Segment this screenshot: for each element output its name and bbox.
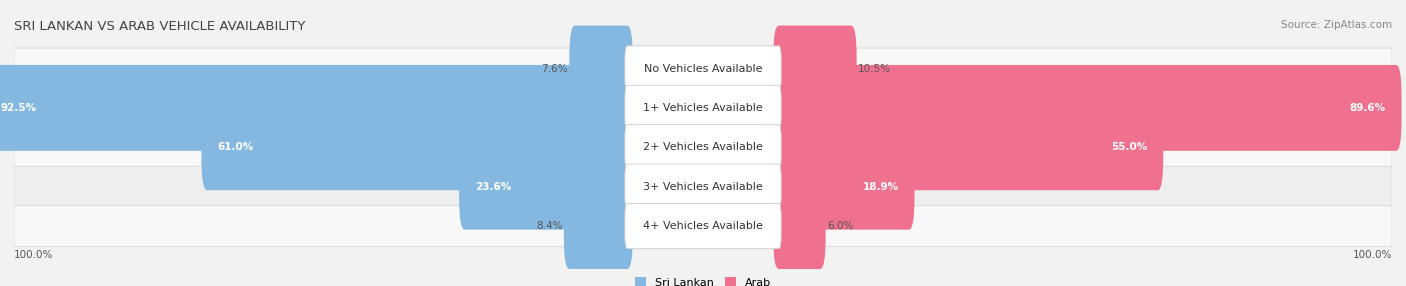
Text: 1+ Vehicles Available: 1+ Vehicles Available [643, 103, 763, 113]
FancyBboxPatch shape [773, 25, 856, 112]
FancyBboxPatch shape [773, 183, 825, 269]
FancyBboxPatch shape [14, 166, 1392, 207]
FancyBboxPatch shape [14, 48, 1392, 89]
FancyBboxPatch shape [773, 65, 1402, 151]
FancyBboxPatch shape [564, 183, 633, 269]
Text: SRI LANKAN VS ARAB VEHICLE AVAILABILITY: SRI LANKAN VS ARAB VEHICLE AVAILABILITY [14, 20, 305, 33]
Text: 92.5%: 92.5% [0, 103, 37, 113]
FancyBboxPatch shape [569, 25, 633, 112]
Text: 8.4%: 8.4% [536, 221, 562, 231]
Text: 10.5%: 10.5% [858, 63, 891, 74]
Text: Source: ZipAtlas.com: Source: ZipAtlas.com [1281, 20, 1392, 30]
Text: 3+ Vehicles Available: 3+ Vehicles Available [643, 182, 763, 192]
FancyBboxPatch shape [14, 88, 1392, 128]
FancyBboxPatch shape [0, 65, 633, 151]
Text: 2+ Vehicles Available: 2+ Vehicles Available [643, 142, 763, 152]
FancyBboxPatch shape [624, 164, 782, 209]
FancyBboxPatch shape [624, 46, 782, 91]
Text: 100.0%: 100.0% [1353, 251, 1392, 261]
FancyBboxPatch shape [624, 203, 782, 249]
FancyBboxPatch shape [14, 127, 1392, 168]
FancyBboxPatch shape [201, 104, 633, 190]
Text: 89.6%: 89.6% [1350, 103, 1386, 113]
FancyBboxPatch shape [773, 104, 1163, 190]
FancyBboxPatch shape [773, 144, 914, 230]
Legend: Sri Lankan, Arab: Sri Lankan, Arab [630, 273, 776, 286]
Text: 4+ Vehicles Available: 4+ Vehicles Available [643, 221, 763, 231]
Text: 100.0%: 100.0% [14, 251, 53, 261]
Text: 55.0%: 55.0% [1111, 142, 1147, 152]
Text: 61.0%: 61.0% [218, 142, 253, 152]
FancyBboxPatch shape [624, 125, 782, 170]
FancyBboxPatch shape [624, 85, 782, 130]
Text: No Vehicles Available: No Vehicles Available [644, 63, 762, 74]
Text: 6.0%: 6.0% [827, 221, 853, 231]
Text: 23.6%: 23.6% [475, 182, 512, 192]
Text: 7.6%: 7.6% [541, 63, 568, 74]
FancyBboxPatch shape [14, 206, 1392, 247]
Text: 18.9%: 18.9% [862, 182, 898, 192]
FancyBboxPatch shape [460, 144, 633, 230]
